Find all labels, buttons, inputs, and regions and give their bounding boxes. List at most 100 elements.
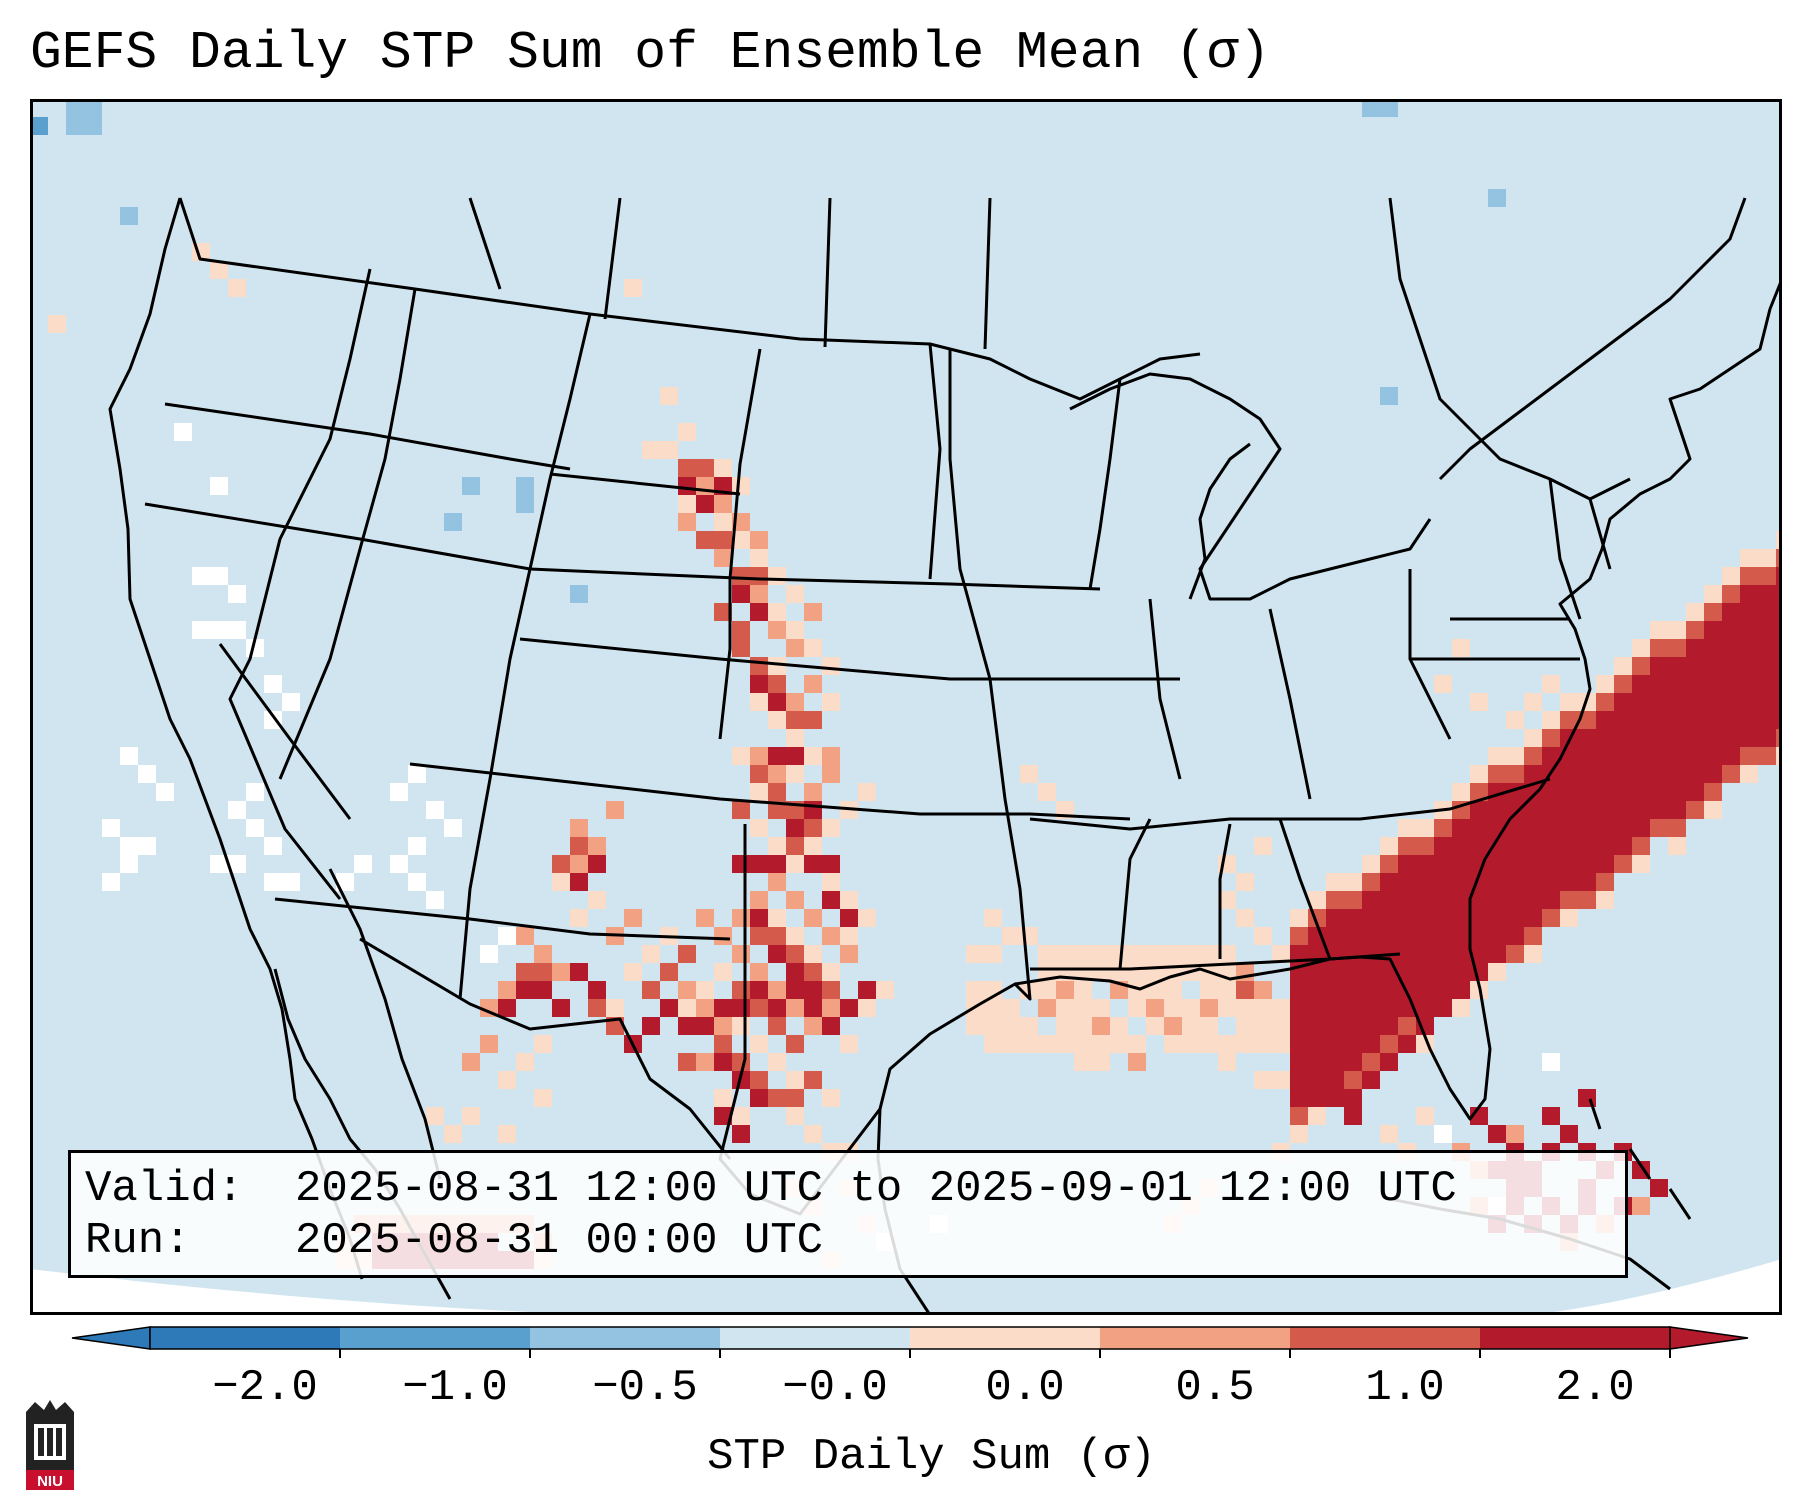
gulf-light-red-cell: [1110, 1035, 1128, 1053]
light-red-cell: [1416, 1107, 1434, 1125]
light-red-cell: [1020, 765, 1038, 783]
atlantic-dark-red-cell: [1650, 801, 1668, 819]
atlantic-dark-red-cell: [1398, 945, 1416, 963]
atlantic-dark-red-cell: [1686, 747, 1704, 765]
run-time: 2025-08-31 00:00 UTC: [295, 1216, 824, 1266]
atlantic-dark-red-cell: [1578, 783, 1596, 801]
atlantic-dark-red-cell: [1416, 891, 1434, 909]
gulf-light-red-cell: [1218, 945, 1236, 963]
dark-red-cell: [498, 999, 516, 1017]
mid-red-cell: [804, 603, 822, 621]
gulf-light-red-cell: [1128, 1035, 1146, 1053]
light-red-cell: [552, 873, 570, 891]
light-red-cell: [516, 1053, 534, 1071]
mid-red-cell: [552, 963, 570, 981]
red-cell: [732, 567, 750, 585]
gulf-light-red-cell: [1002, 1017, 1020, 1035]
colorbar: [71, 1326, 1749, 1358]
atlantic-dark-red-cell: [1434, 999, 1452, 1017]
atlantic-red-edge-cell: [1704, 603, 1722, 621]
mid-red-cell: [822, 999, 840, 1017]
atlantic-dark-red-cell: [1740, 657, 1758, 675]
dark-red-cell: [516, 981, 534, 999]
light-red-cell: [822, 819, 840, 837]
atlantic-dark-red-cell: [1704, 675, 1722, 693]
gulf-light-red-cell: [1182, 1017, 1200, 1035]
red-cell: [786, 1035, 804, 1053]
gulf-light-red-cell: [1200, 1035, 1218, 1053]
red-cell: [588, 999, 606, 1017]
atlantic-light-red-cell: [1596, 891, 1614, 909]
dark-red-cell: [732, 855, 750, 873]
blue-cell: [120, 207, 138, 225]
atlantic-light-red-cell: [1740, 765, 1758, 783]
atlantic-dark-red-cell: [1416, 927, 1434, 945]
atlantic-light-red-cell: [1290, 909, 1308, 927]
red-cell: [768, 783, 786, 801]
atlantic-dark-red-cell: [1308, 981, 1326, 999]
light-red-cell: [714, 1089, 732, 1107]
mid-red-cell: [696, 1053, 714, 1071]
atlantic-light-red-cell: [1452, 999, 1470, 1017]
light-red-cell: [714, 963, 732, 981]
atlantic-dark-red-cell: [1308, 1071, 1326, 1089]
atlantic-dark-red-cell: [1686, 711, 1704, 729]
light-red-cell: [1452, 639, 1470, 657]
atlantic-dark-red-cell: [1416, 963, 1434, 981]
atlantic-dark-red-cell: [1416, 909, 1434, 927]
light-red-cell: [642, 945, 660, 963]
atlantic-dark-red-cell: [1434, 873, 1452, 891]
gulf-mid-red-cell: [1200, 999, 1218, 1017]
gulf-light-red-cell: [984, 1035, 1002, 1053]
mid-red-cell: [588, 837, 606, 855]
atlantic-dark-red-cell: [1704, 765, 1722, 783]
white-cell: [426, 891, 444, 909]
atlantic-dark-red-cell: [1308, 1017, 1326, 1035]
atlantic-dark-red-cell: [1614, 711, 1632, 729]
white-cell: [426, 801, 444, 819]
atlantic-dark-red-cell: [1506, 837, 1524, 855]
atlantic-dark-red-cell: [1578, 801, 1596, 819]
dark-red-cell: [768, 855, 786, 873]
atlantic-dark-red-cell: [1560, 801, 1578, 819]
dark-red-cell: [660, 999, 678, 1017]
white-cell: [390, 783, 408, 801]
dark-red-cell: [588, 855, 606, 873]
atlantic-dark-red-cell: [1758, 585, 1776, 603]
light-red-cell: [588, 891, 606, 909]
atlantic-red-edge-cell: [1722, 585, 1740, 603]
niu-logo: NIU: [26, 1400, 74, 1490]
atlantic-dark-red-cell: [1704, 639, 1722, 657]
atlantic-dark-red-cell: [1596, 819, 1614, 837]
atlantic-dark-red-cell: [1326, 909, 1344, 927]
gulf-red-cell: [1236, 981, 1254, 999]
red-cell: [786, 711, 804, 729]
atlantic-dark-red-cell: [1740, 729, 1758, 747]
atlantic-dark-red-cell: [1686, 693, 1704, 711]
map-panel: [30, 99, 1782, 1315]
light-red-cell: [804, 945, 822, 963]
atlantic-red-edge-cell: [1434, 819, 1452, 837]
atlantic-dark-red-cell: [1668, 747, 1686, 765]
blue-cell: [30, 117, 48, 135]
gulf-light-red-cell: [984, 1017, 1002, 1035]
light-red-cell: [768, 837, 786, 855]
light-red-cell: [786, 765, 804, 783]
light-red-cell: [1272, 945, 1290, 963]
light-red-cell: [858, 909, 876, 927]
atlantic-red-edge-cell: [1326, 891, 1344, 909]
red-cell: [786, 1089, 804, 1107]
atlantic-red-edge-cell: [1758, 747, 1776, 765]
atlantic-dark-red-cell: [1398, 891, 1416, 909]
atlantic-dark-red-cell: [1650, 783, 1668, 801]
gulf-light-red-cell: [1236, 1017, 1254, 1035]
chart-title: GEFS Daily STP Sum of Ensemble Mean (σ): [30, 23, 1271, 83]
atlantic-dark-red-cell: [1596, 837, 1614, 855]
atlantic-dark-red-cell: [1542, 891, 1560, 909]
atlantic-dark-red-cell: [1380, 981, 1398, 999]
light-red-cell: [750, 819, 768, 837]
atlantic-dark-red-cell: [1668, 693, 1686, 711]
colorbar-tick-label: 0.5: [1175, 1363, 1255, 1413]
dark-red-cell: [840, 909, 858, 927]
bahamas-dark-red-cell: [1560, 1125, 1578, 1143]
